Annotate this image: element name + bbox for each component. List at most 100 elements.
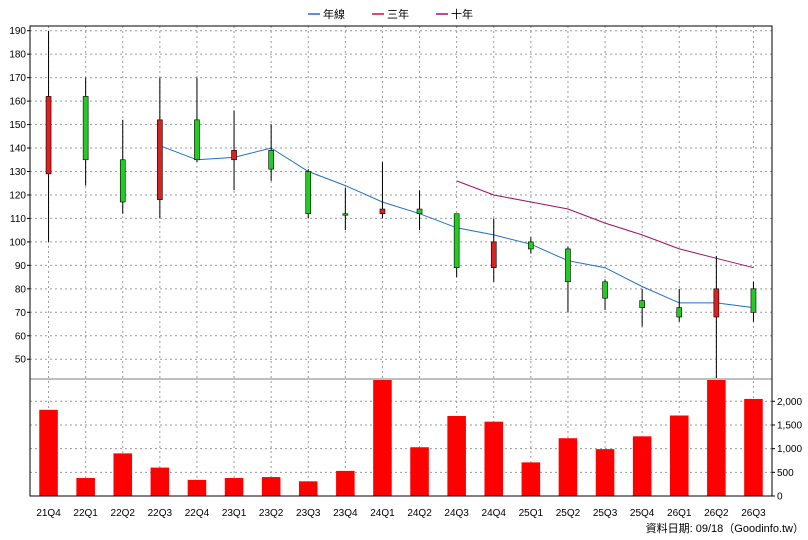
volume-bar (632, 436, 652, 496)
volume-tick-label: 1,500 (777, 420, 802, 431)
legend-item: 十年 (436, 7, 473, 21)
ma-line (456, 180, 754, 269)
candlestick (453, 213, 460, 278)
legend-item: 三年 (372, 7, 409, 21)
category-label: 25Q1 (519, 508, 544, 519)
category-label: 22Q3 (148, 508, 173, 519)
candle-body (82, 96, 89, 161)
category-label: 26Q2 (704, 508, 729, 519)
category-label: 22Q2 (111, 508, 136, 519)
volume-tick-label: 1,000 (777, 444, 802, 455)
candle-body (490, 241, 497, 269)
volume-bars (39, 380, 763, 496)
category-label: 25Q2 (556, 508, 581, 519)
candle-body (45, 96, 52, 175)
candle-body (268, 150, 274, 170)
volume-tick-label: 500 (777, 468, 794, 479)
tick-labels: 50 60 70 80 90 100 110 120 130 140 150 160 170 180 190… (9, 26, 802, 519)
volume-bar (669, 415, 689, 496)
category-label: 22Q1 (73, 508, 98, 519)
candlestick (45, 30, 52, 242)
price-tick-label: 130 (9, 167, 26, 178)
price-tick-label: 150 (9, 120, 26, 131)
volume-bar (410, 447, 429, 496)
volume-bar (744, 398, 763, 496)
candlestick (676, 288, 683, 322)
volume-bar (39, 409, 58, 496)
candle-body (194, 119, 200, 161)
candlestick (157, 77, 163, 219)
category-label: 24Q3 (444, 508, 469, 519)
candlestick (194, 77, 200, 163)
candle-body (676, 307, 683, 318)
volume-bar (558, 438, 578, 496)
category-label: 21Q4 (36, 508, 61, 519)
volume-bar (298, 481, 318, 496)
candlestick (231, 110, 237, 191)
candle-body (305, 171, 312, 215)
candlestick (342, 187, 349, 231)
price-tick-label: 60 (15, 331, 27, 342)
volume-bar (336, 470, 355, 496)
category-label: 24Q2 (407, 508, 432, 519)
candlestick (416, 190, 423, 231)
candle-body (602, 281, 608, 299)
price-tick-label: 90 (15, 261, 27, 272)
candlestick (82, 77, 89, 186)
plot-frame (29, 25, 773, 497)
candlestick (268, 124, 274, 181)
price-tick-label: 160 (9, 97, 26, 108)
price-tick-label: 140 (9, 144, 26, 155)
price-tick-label: 170 (9, 73, 26, 84)
candlestick (305, 169, 312, 219)
category-label: 25Q4 (630, 508, 655, 519)
candlestick (713, 255, 720, 378)
category-label: 25Q3 (593, 508, 618, 519)
volume-bar (707, 380, 726, 496)
candle-body (119, 159, 126, 203)
candlestick (639, 288, 645, 327)
grid-lines (30, 26, 772, 496)
category-label: 26Q1 (667, 508, 692, 519)
category-label: 22Q4 (185, 508, 210, 519)
volume-bar (224, 478, 244, 496)
volume-bar (447, 415, 466, 496)
candle-body (750, 288, 757, 313)
volume-tick-label: 0 (777, 492, 783, 503)
candlesticks (45, 30, 757, 378)
candle-body (639, 300, 645, 308)
volume-tick-label: 2,000 (777, 397, 802, 408)
candle-body (231, 150, 237, 161)
volume-bar (113, 453, 133, 496)
legend-item: 年線 (308, 7, 345, 21)
candle-body (342, 213, 349, 216)
volume-bar (76, 478, 95, 496)
volume-bar (373, 380, 392, 496)
candle-body (379, 208, 386, 215)
price-tick-label: 100 (9, 237, 26, 248)
price-tick-label: 80 (15, 284, 27, 295)
volume-bar (484, 421, 504, 496)
candle-body (157, 119, 163, 200)
price-tick-label: 110 (10, 214, 26, 225)
candlestick (379, 162, 386, 219)
category-label: 24Q4 (482, 508, 507, 519)
candlestick (750, 281, 757, 322)
legend-label: 十年 (451, 7, 473, 21)
legend-label: 年線 (323, 7, 345, 21)
category-label: 26Q3 (741, 508, 766, 519)
legend-label: 三年 (387, 7, 409, 21)
volume-bar (150, 467, 170, 496)
category-label: 23Q2 (259, 508, 284, 519)
price-tick-label: 50 (15, 355, 27, 366)
candle-body (528, 241, 534, 250)
volume-bar (521, 462, 541, 496)
price-tick-label: 180 (9, 50, 26, 61)
candle-body (416, 208, 423, 215)
volume-bar (261, 477, 281, 496)
category-label: 23Q1 (222, 508, 247, 519)
axes (27, 25, 775, 497)
volume-bar (187, 479, 207, 496)
candle-body (713, 288, 720, 318)
